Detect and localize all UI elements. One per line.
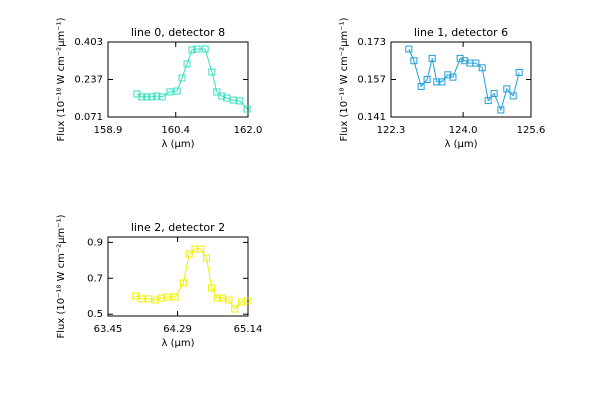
data-point	[208, 284, 216, 292]
data-point	[484, 97, 492, 105]
x-tick-label: 158.9	[94, 125, 123, 136]
chart-title: line 2, detector 2	[131, 221, 225, 234]
data-point	[152, 296, 160, 304]
data-point	[148, 93, 156, 101]
data-point	[472, 59, 480, 67]
y-tick-label: 0.403	[74, 37, 103, 48]
data-point	[423, 76, 431, 83]
data-point	[208, 68, 216, 76]
data-point	[213, 88, 221, 96]
data-point	[428, 54, 436, 62]
data-point	[229, 96, 237, 104]
y-tick-label: 0.141	[357, 112, 386, 123]
plot-frame	[107, 236, 249, 317]
x-tick-label: 65.14	[234, 324, 263, 335]
plot-frame	[107, 41, 249, 118]
y-axis-label: Flux (10⁻¹⁸ W cm⁻²μm⁻¹)	[56, 214, 67, 338]
chart-title: line 1, detector 6	[414, 26, 508, 39]
data-point	[497, 106, 505, 114]
x-tick-label: 64.29	[163, 324, 192, 335]
plot-frame	[390, 41, 532, 118]
data-point	[515, 68, 523, 76]
x-tick-label: 124.0	[449, 125, 478, 136]
y-tick-label: 0.173	[357, 37, 386, 48]
y-tick-label: 0.237	[74, 75, 103, 86]
data-point	[236, 97, 244, 105]
data-point	[145, 295, 153, 303]
y-tick-label: 0.5	[87, 309, 103, 320]
data-point	[243, 105, 251, 113]
y-tick-label: 0.071	[74, 112, 103, 123]
x-tick-label: 162.0	[234, 125, 263, 136]
data-point	[197, 245, 205, 253]
x-axis-label: λ (μm)	[161, 338, 194, 349]
data-point	[213, 294, 221, 302]
data-point	[173, 87, 181, 95]
y-axis-label: Flux (10⁻¹⁸ W cm⁻²μm⁻¹)	[56, 17, 67, 141]
x-tick-label: 125.6	[517, 125, 546, 136]
data-point	[218, 92, 226, 100]
data-point	[201, 45, 209, 53]
data-point	[243, 297, 251, 305]
data-point	[417, 83, 425, 91]
data-point	[478, 64, 486, 72]
data-point	[490, 90, 498, 98]
data-point	[405, 45, 413, 53]
data-point	[218, 294, 226, 302]
data-point	[143, 93, 151, 101]
data-point	[438, 78, 446, 86]
data-point	[461, 57, 469, 65]
data-point	[157, 294, 165, 302]
data-point	[183, 60, 191, 68]
chart-title: line 0, detector 8	[131, 26, 225, 39]
data-point	[179, 279, 187, 287]
data-point	[509, 92, 517, 100]
y-tick-label: 0.7	[87, 273, 103, 284]
data-point	[171, 293, 179, 301]
x-tick-label: 63.45	[94, 324, 123, 335]
y-tick-label: 0.9	[87, 237, 103, 248]
y-tick-label: 0.157	[357, 75, 386, 86]
x-axis-label: λ (μm)	[444, 139, 477, 150]
data-point	[231, 305, 239, 313]
data-point	[138, 295, 146, 303]
data-point	[164, 293, 172, 301]
data-point	[158, 93, 166, 101]
data-point	[444, 71, 452, 79]
data-point	[185, 250, 193, 258]
data-point	[503, 85, 511, 93]
data-point	[138, 93, 146, 101]
data-point	[166, 88, 174, 96]
data-point	[193, 45, 201, 53]
data-point	[449, 73, 457, 81]
data-point	[178, 74, 186, 82]
data-point	[131, 292, 139, 300]
x-tick-label: 160.4	[161, 125, 190, 136]
data-point	[203, 254, 211, 262]
data-point	[433, 78, 441, 86]
data-point	[410, 57, 418, 65]
x-tick-label: 122.3	[377, 125, 406, 136]
data-point	[225, 296, 233, 304]
x-axis-label: λ (μm)	[161, 139, 194, 150]
data-point	[456, 54, 464, 62]
data-line	[135, 248, 248, 310]
data-point	[188, 46, 196, 54]
data-line	[136, 48, 248, 110]
data-point	[153, 92, 161, 100]
y-axis-label: Flux (10⁻¹⁸ W cm⁻²μm⁻¹)	[339, 17, 350, 141]
